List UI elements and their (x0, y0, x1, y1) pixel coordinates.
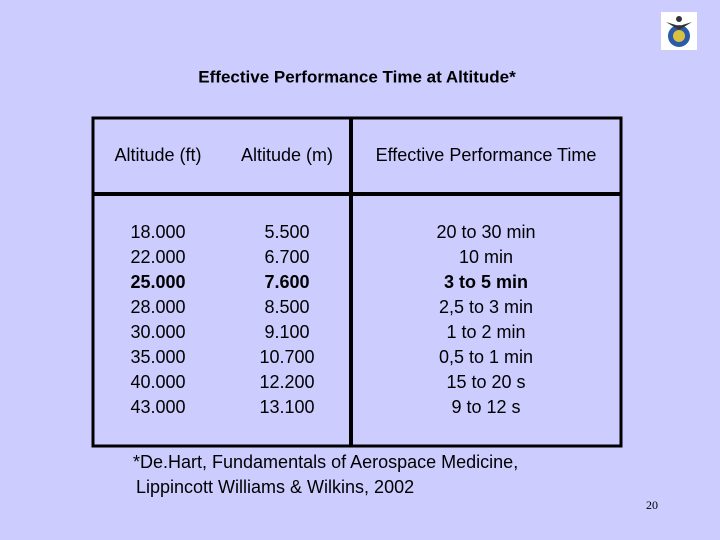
table-cell: 5.500 (264, 222, 309, 242)
table-header-cell: Altitude (m) (241, 145, 333, 165)
table-cell: 7.600 (264, 272, 309, 292)
table-cell: 25.000 (130, 272, 185, 292)
table-cell: 43.000 (130, 397, 185, 417)
table-frame (91, 116, 623, 448)
table-cell: 10.700 (259, 347, 314, 367)
table-cell: 10 min (459, 247, 513, 267)
table-cell: 3 to 5 min (444, 272, 528, 292)
table-cell: 22.000 (130, 247, 185, 267)
table-cell: 0,5 to 1 min (439, 347, 533, 367)
table-cell: 12.200 (259, 372, 314, 392)
table-cell: 18.000 (130, 222, 185, 242)
table-cell: 2,5 to 3 min (439, 297, 533, 317)
logo (661, 12, 697, 50)
table-cell: 1 to 2 min (446, 322, 525, 342)
table-cell: 20 to 30 min (436, 222, 535, 242)
footnote: Lippincott Williams & Wilkins, 2002 (136, 477, 414, 497)
table-cell: 8.500 (264, 297, 309, 317)
table-header-cell: Effective Performance Time (376, 145, 597, 165)
table-cell: 40.000 (130, 372, 185, 392)
footnote: *De.Hart, Fundamentals of Aerospace Medi… (133, 452, 518, 472)
page-number: 20 (646, 498, 658, 512)
table-cell: 30.000 (130, 322, 185, 342)
table-cell: 13.100 (259, 397, 314, 417)
table-cell: 9.100 (264, 322, 309, 342)
slide-title: Effective Performance Time at Altitude* (198, 67, 516, 86)
table-cell: 6.700 (264, 247, 309, 267)
table-cell: 28.000 (130, 297, 185, 317)
table-header-cell: Altitude (ft) (114, 145, 201, 165)
table-cell: 9 to 12 s (451, 397, 520, 417)
table-cell: 15 to 20 s (446, 372, 525, 392)
table-cell: 35.000 (130, 347, 185, 367)
